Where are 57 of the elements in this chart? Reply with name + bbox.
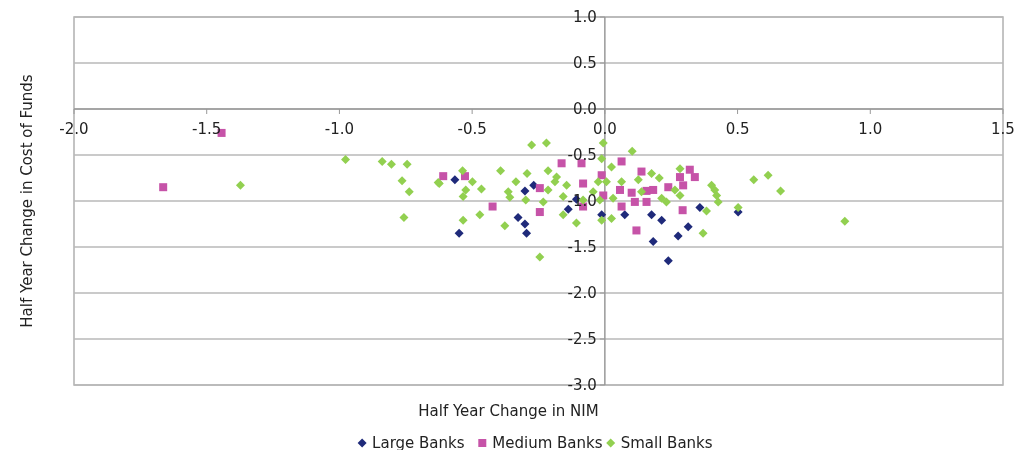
point: [685, 165, 694, 174]
point: [632, 226, 641, 235]
point: [695, 202, 705, 212]
x-axis-title: Half Year Change in NIM: [418, 402, 599, 420]
point: [673, 231, 683, 241]
point: [535, 184, 544, 193]
point: [535, 208, 544, 217]
point: [627, 188, 636, 197]
point: [520, 186, 530, 196]
point: [664, 183, 673, 192]
y-tick-label: 1.0: [573, 8, 597, 27]
point: [522, 228, 532, 238]
point: [488, 202, 497, 211]
point: [630, 197, 639, 206]
y-tick-label: -2.0: [567, 284, 597, 303]
point: [637, 167, 646, 176]
point: [648, 236, 658, 246]
y-tick-label: -3.0: [567, 376, 597, 395]
x-tick-label: -1.0: [324, 120, 355, 138]
y-tick-label: 0.5: [573, 54, 597, 73]
y-tick-label: -1.5: [567, 238, 597, 257]
x-tick-label: -1.5: [192, 120, 222, 138]
point: [617, 157, 626, 166]
y-tick-label: -0.5: [567, 146, 597, 165]
point: [597, 171, 606, 180]
point: [520, 219, 530, 229]
point: [454, 228, 464, 238]
y-tick-label: 0.0: [573, 100, 597, 119]
point: [642, 197, 651, 206]
x-tick-label: 0.5: [725, 120, 750, 138]
x-tick-label: 1.0: [858, 120, 883, 138]
y-tick-label: -2.5: [567, 330, 597, 349]
legend-label: Medium Banks: [492, 434, 603, 452]
point: [450, 175, 460, 185]
x-tick-label: 0.0: [592, 120, 617, 138]
point: [663, 256, 673, 266]
point: [557, 159, 566, 168]
point: [675, 173, 684, 182]
point: [679, 181, 688, 190]
point: [647, 210, 657, 220]
point: [439, 172, 448, 181]
point: [159, 183, 168, 192]
point: [678, 206, 687, 215]
point: [529, 180, 539, 190]
point: [683, 222, 693, 232]
x-tick-label: 1.5: [991, 120, 1015, 138]
point: [657, 215, 667, 225]
y-axis-title: Half Year Change in Cost of Funds: [18, 74, 36, 328]
x-tick-label: -2.0: [59, 120, 89, 138]
point: [690, 173, 699, 182]
point: [620, 210, 630, 220]
point: [615, 185, 624, 194]
point: [579, 179, 588, 188]
legend-label: Small Banks: [620, 434, 713, 452]
point: [617, 202, 626, 211]
point: [513, 213, 523, 223]
x-tick-label: -0.5: [457, 120, 487, 138]
